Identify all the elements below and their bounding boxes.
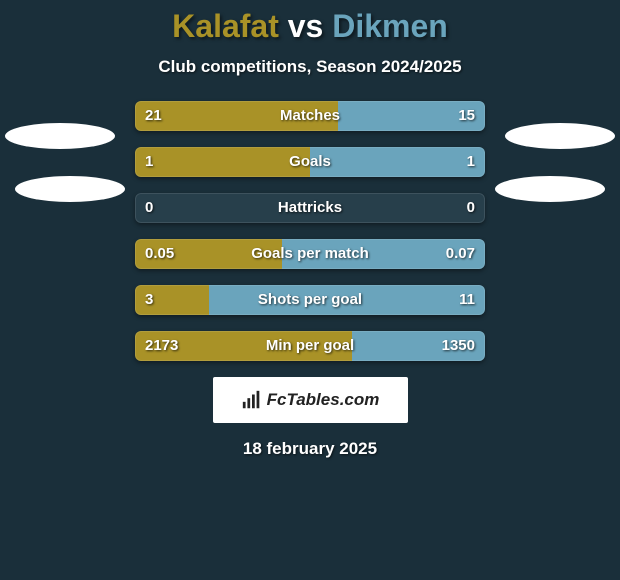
decor-ellipse-right-2 [495, 176, 605, 202]
decor-ellipse-left-1 [5, 123, 115, 149]
title-player1: Kalafat [172, 8, 279, 44]
decor-ellipse-left-2 [15, 176, 125, 202]
stat-right-value: 0.07 [446, 239, 475, 269]
page-title: Kalafat vs Dikmen [0, 8, 620, 45]
stat-row: 1 Goals 1 [135, 147, 485, 177]
stat-label: Min per goal [135, 331, 485, 361]
stat-row: 3 Shots per goal 11 [135, 285, 485, 315]
subtitle: Club competitions, Season 2024/2025 [0, 57, 620, 77]
stat-label: Shots per goal [135, 285, 485, 315]
stat-right-value: 15 [458, 101, 475, 131]
stat-row: 21 Matches 15 [135, 101, 485, 131]
date-text: 18 february 2025 [0, 439, 620, 459]
stat-right-value: 1 [467, 147, 475, 177]
stat-label: Goals per match [135, 239, 485, 269]
stat-right-value: 11 [459, 285, 475, 315]
brand-text: FcTables.com [267, 390, 380, 410]
title-player2: Dikmen [332, 8, 448, 44]
stat-right-value: 0 [467, 193, 475, 223]
infographic-container: Kalafat vs Dikmen Club competitions, Sea… [0, 0, 620, 580]
bars-chart-icon [241, 389, 263, 411]
stat-row: 2173 Min per goal 1350 [135, 331, 485, 361]
brand-badge: FcTables.com [213, 377, 408, 423]
stat-row: 0 Hattricks 0 [135, 193, 485, 223]
stat-label: Hattricks [135, 193, 485, 223]
title-vs: vs [288, 8, 332, 44]
stats-rows: 21 Matches 15 1 Goals 1 0 Hattricks 0 0.… [135, 101, 485, 361]
decor-ellipse-right-1 [505, 123, 615, 149]
stat-row: 0.05 Goals per match 0.07 [135, 239, 485, 269]
stat-label: Matches [135, 101, 485, 131]
stat-label: Goals [135, 147, 485, 177]
stat-right-value: 1350 [442, 331, 475, 361]
